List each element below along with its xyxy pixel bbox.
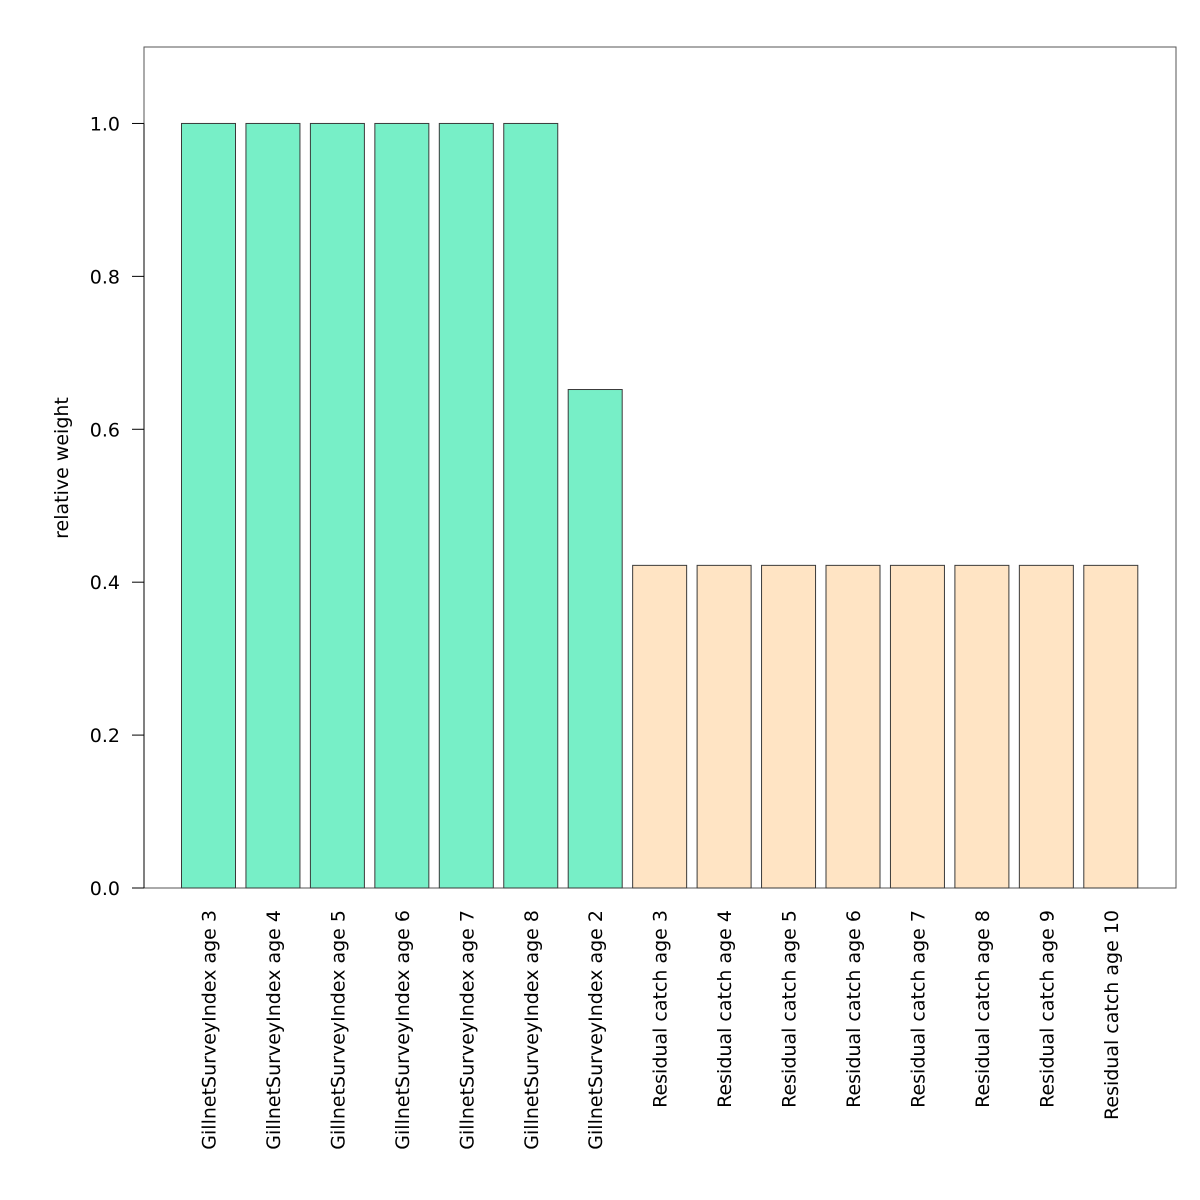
bar-6 — [503, 122, 559, 889]
x-category-label: Residual catch age 7 — [907, 910, 929, 1108]
x-category-label: GillnetSurveyIndex age 4 — [263, 910, 285, 1150]
bar-8 — [632, 564, 688, 889]
bar-10 — [761, 564, 817, 889]
x-category-label: GillnetSurveyIndex age 2 — [585, 910, 607, 1150]
x-category-label: Residual catch age 10 — [1101, 910, 1123, 1120]
bar-9 — [696, 564, 752, 889]
bar-12 — [889, 564, 945, 889]
y-tick-label: 0.2 — [90, 725, 120, 747]
x-category-label: Residual catch age 3 — [650, 910, 672, 1108]
x-category-label: Residual catch age 9 — [1036, 910, 1058, 1108]
x-category-label: Residual catch age 5 — [779, 910, 801, 1108]
bar-15 — [1083, 564, 1139, 889]
x-category-label: Residual catch age 4 — [714, 910, 736, 1108]
y-axis-title: relative weight — [51, 397, 73, 539]
x-category-label: Residual catch age 6 — [843, 910, 865, 1108]
x-category-label: GillnetSurveyIndex age 7 — [456, 910, 478, 1150]
y-tick-label: 0.0 — [90, 878, 120, 900]
bar-1 — [181, 122, 236, 889]
bar-2 — [245, 122, 301, 889]
y-tick-label: 0.6 — [90, 419, 120, 441]
x-category-label: GillnetSurveyIndex age 6 — [392, 910, 414, 1150]
x-category-label: GillnetSurveyIndex age 3 — [199, 910, 221, 1150]
y-tick-label: 1.0 — [90, 113, 120, 135]
x-category-label: GillnetSurveyIndex age 8 — [521, 910, 543, 1150]
bar-5 — [438, 122, 494, 889]
bar-4 — [374, 122, 430, 889]
bars-group — [181, 122, 1139, 889]
bar-13 — [954, 564, 1010, 889]
bar-3 — [309, 122, 365, 889]
y-tick-label: 0.8 — [90, 266, 120, 288]
x-category-label: GillnetSurveyIndex age 5 — [327, 910, 349, 1150]
y-tick-label: 0.4 — [90, 572, 120, 594]
bar-7 — [567, 389, 623, 889]
x-axis-labels: GillnetSurveyIndex age 3 GillnetSurveyInd… — [199, 910, 1123, 1150]
bar-14 — [1018, 564, 1074, 889]
y-axis: 0.0 0.2 0.4 0.6 0.8 1.0 — [90, 113, 145, 900]
bar-11 — [825, 564, 881, 889]
x-category-label: Residual catch age 8 — [972, 910, 994, 1108]
